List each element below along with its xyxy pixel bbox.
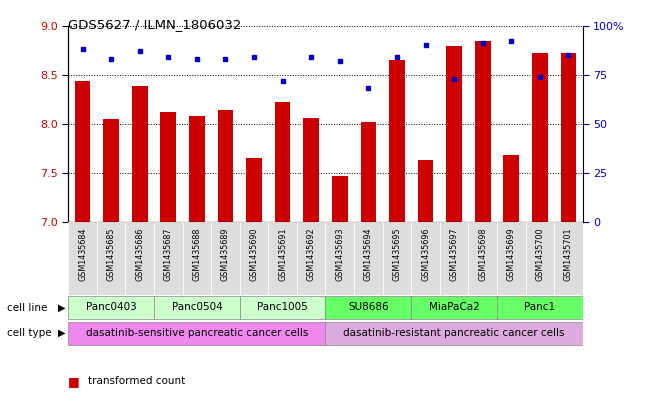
Text: GSM1435688: GSM1435688 [193,228,201,281]
Text: GSM1435685: GSM1435685 [107,228,116,281]
Text: GSM1435689: GSM1435689 [221,228,230,281]
Text: MiaPaCa2: MiaPaCa2 [429,302,479,312]
Bar [240,222,268,295]
Text: GSM1435687: GSM1435687 [164,228,173,281]
Text: GSM1435692: GSM1435692 [307,228,316,281]
Bar [126,222,154,295]
Bar [446,46,462,222]
Text: GSM1435696: GSM1435696 [421,228,430,281]
Text: Panc0504: Panc0504 [172,302,222,312]
Text: GSM1435698: GSM1435698 [478,228,487,281]
Bar [525,222,554,295]
Text: dasatinib-resistant pancreatic cancer cells: dasatinib-resistant pancreatic cancer ce… [343,327,565,338]
Bar [75,81,90,222]
Bar [497,296,583,319]
Bar [68,321,326,345]
Bar [354,222,383,295]
Bar [161,112,176,222]
Bar [561,53,576,222]
Text: ▶: ▶ [57,303,65,312]
Text: GDS5627 / ILMN_1806032: GDS5627 / ILMN_1806032 [68,18,242,31]
Bar [411,222,440,295]
Text: GSM1435694: GSM1435694 [364,228,373,281]
Bar [411,296,497,319]
Bar [297,222,326,295]
Text: GSM1435701: GSM1435701 [564,228,573,281]
Bar [154,222,183,295]
Bar [383,222,411,295]
Text: SU8686: SU8686 [348,302,389,312]
Bar [332,176,348,222]
Text: GSM1435695: GSM1435695 [393,228,402,281]
Bar [326,296,411,319]
Text: Panc0403: Panc0403 [86,302,137,312]
Bar [532,53,547,222]
Bar [554,222,583,295]
Text: ■: ■ [68,375,80,388]
Bar [154,296,240,319]
Bar [497,222,525,295]
Bar [303,118,319,222]
Bar [440,222,468,295]
Bar [326,321,583,345]
Bar [268,222,297,295]
Text: Panc1005: Panc1005 [257,302,308,312]
Text: GSM1435691: GSM1435691 [278,228,287,281]
Bar [68,296,154,319]
Text: GSM1435697: GSM1435697 [450,228,458,281]
Bar [132,86,148,222]
Text: dasatinib-sensitive pancreatic cancer cells: dasatinib-sensitive pancreatic cancer ce… [86,327,308,338]
Text: transformed count: transformed count [88,376,185,386]
Bar [211,222,240,295]
Bar [418,160,434,222]
Bar [217,110,233,222]
Text: GSM1435699: GSM1435699 [506,228,516,281]
Text: cell line: cell line [7,303,47,312]
Text: GSM1435700: GSM1435700 [535,228,544,281]
Bar [361,122,376,222]
Bar [104,119,119,222]
Bar [183,222,211,295]
Bar [475,41,490,222]
Text: cell type: cell type [7,328,51,338]
Bar [468,222,497,295]
Bar [189,116,205,222]
Bar [68,222,97,295]
Bar [246,158,262,222]
Bar [326,222,354,295]
Text: GSM1435693: GSM1435693 [335,228,344,281]
Text: GSM1435686: GSM1435686 [135,228,145,281]
Bar [503,155,519,222]
Text: ▶: ▶ [57,328,65,338]
Text: GSM1435690: GSM1435690 [249,228,258,281]
Bar [97,222,126,295]
Text: GSM1435684: GSM1435684 [78,228,87,281]
Bar [389,60,405,222]
Bar [240,296,326,319]
Bar [275,102,290,222]
Text: Panc1: Panc1 [524,302,555,312]
